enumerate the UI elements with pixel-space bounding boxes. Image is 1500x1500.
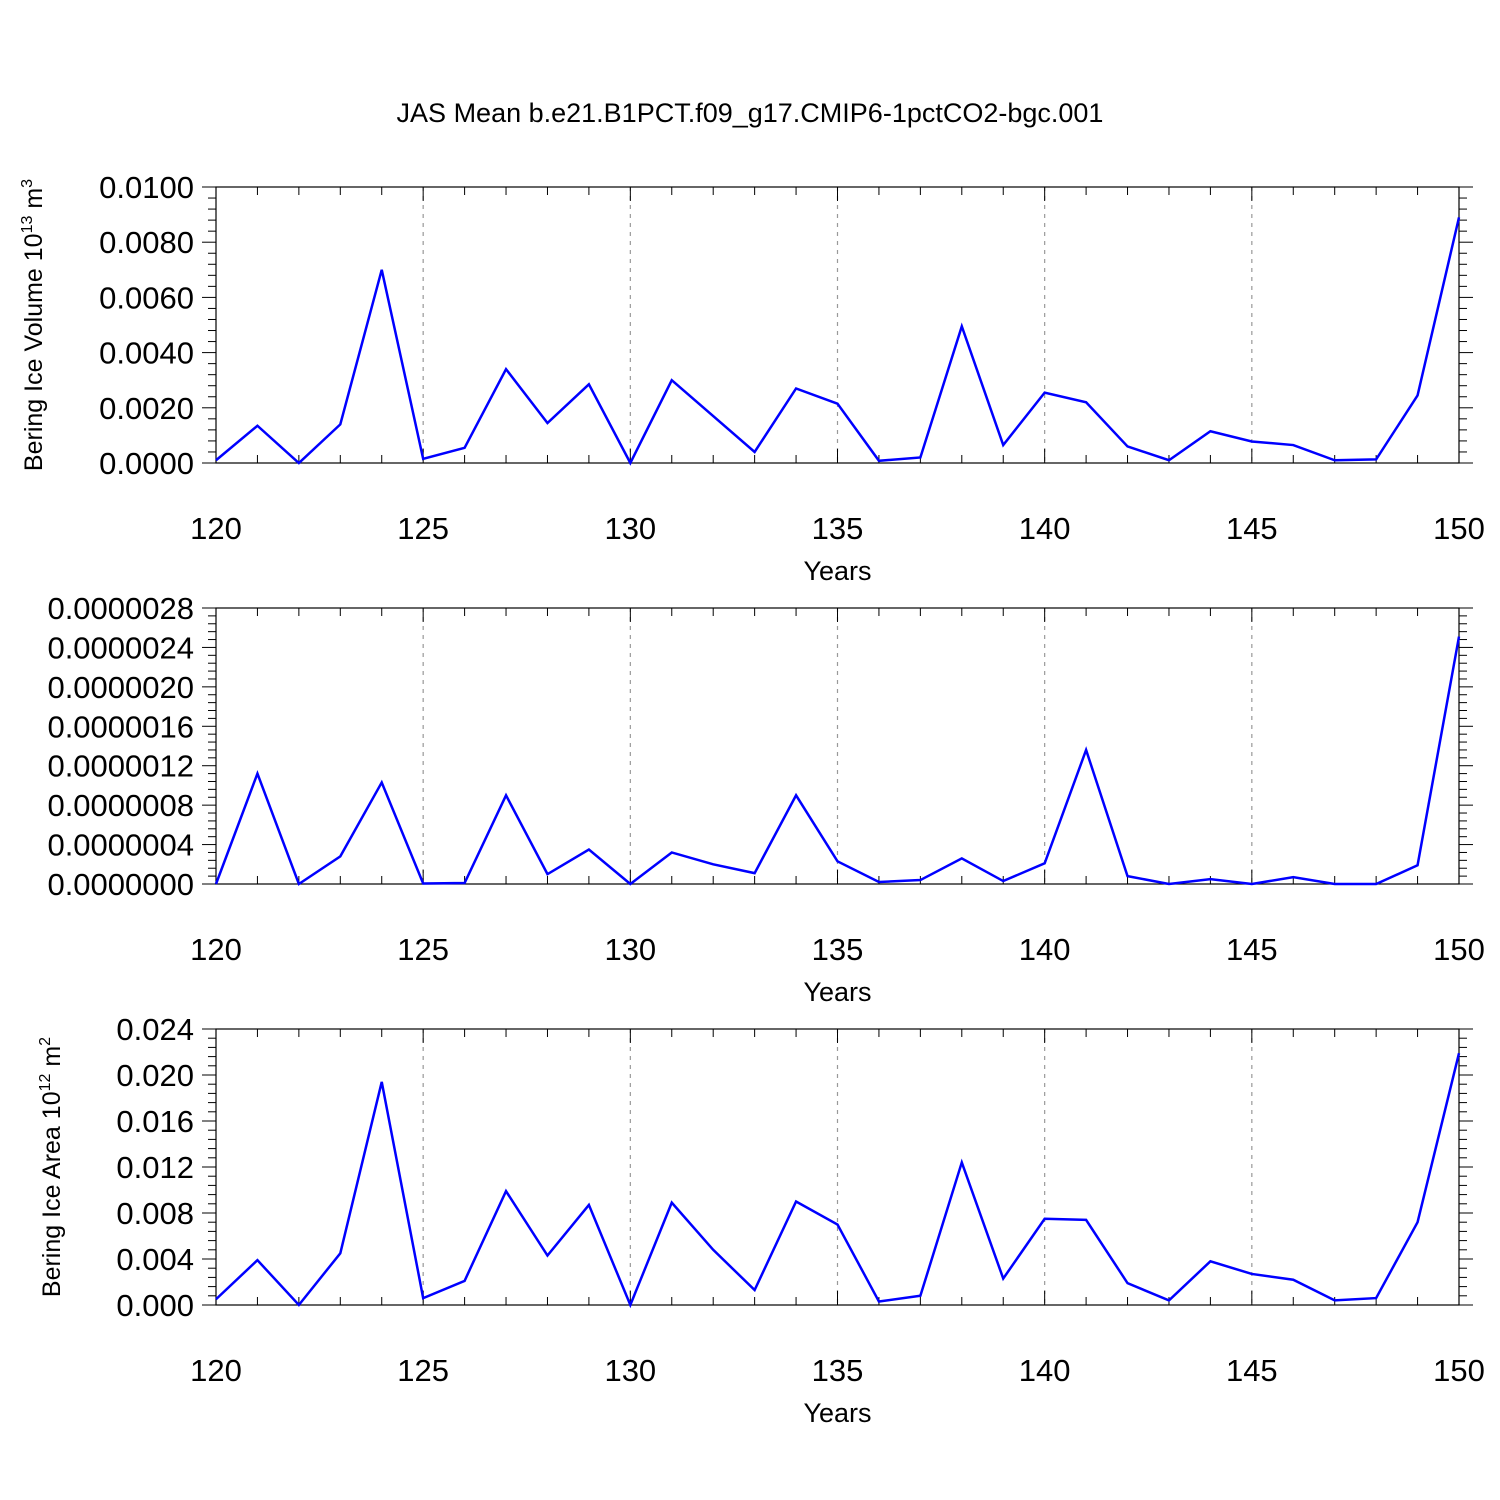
chart-panel-3: 0.000 0.004 0.008 0.012 0.016 0.020 0.024 120 12… <box>37 1012 1485 1428</box>
x-tick-label: 145 <box>1226 511 1278 546</box>
y-tick-label: 0.0000008 <box>47 788 194 823</box>
y-tick-label: 0.016 <box>116 1104 194 1139</box>
x-tick-label: 145 <box>1226 1353 1278 1388</box>
x-tick-label: 150 <box>1433 1353 1485 1388</box>
x-tick-label: 130 <box>604 511 656 546</box>
y-tick-label: 0.0020 <box>99 391 194 426</box>
y-tick-label: 0.0080 <box>99 225 194 260</box>
y-tick-label: 0.008 <box>116 1196 194 1231</box>
x-tick-label: 150 <box>1433 932 1485 967</box>
x-tick-label: 140 <box>1019 511 1071 546</box>
y-tick-label: 0.0000024 <box>47 630 194 665</box>
x-axis-label: Years <box>803 556 871 586</box>
series-line <box>214 636 1461 886</box>
series-line <box>215 217 1461 466</box>
plot-frame <box>215 607 1460 885</box>
y-tick-label: 0.0040 <box>99 336 194 371</box>
chart-panel-1: 0.0000 0.0020 0.0040 0.0060 0.0080 0.0100 120 1… <box>19 170 1485 586</box>
x-tick-label: 120 <box>190 932 242 967</box>
plot-frame <box>215 1028 1460 1306</box>
x-axis-label: Years <box>803 1398 871 1428</box>
chart-panel-2: 0.0000000 0.0000004 0.0000008 0.0000012 0.00… <box>47 591 1484 1007</box>
y-tick-label: 0.024 <box>116 1012 194 1047</box>
y-tick-label: 0.0000 <box>99 446 194 481</box>
y-tick-label: 0.0000012 <box>47 749 194 784</box>
series-line <box>215 1052 1461 1309</box>
x-tick-label: 135 <box>812 511 864 546</box>
y-tick-label: 0.0000004 <box>47 828 194 863</box>
x-tick-label: 130 <box>604 932 656 967</box>
y-tick-label: 0.000 <box>116 1288 194 1323</box>
y-tick-label: 0.012 <box>116 1150 194 1185</box>
y-tick-label: 0.020 <box>116 1058 194 1093</box>
x-tick-label: 140 <box>1019 1353 1071 1388</box>
y-tick-label: 0.0000028 <box>47 591 194 626</box>
x-tick-label: 120 <box>190 1353 242 1388</box>
x-tick-label: 140 <box>1019 932 1071 967</box>
x-tick-label: 125 <box>397 511 449 546</box>
y-tick-label: 0.0000016 <box>47 709 194 744</box>
x-tick-label: 150 <box>1433 511 1485 546</box>
y-tick-label: 0.0000020 <box>47 670 194 705</box>
chart-title: JAS Mean b.e21.B1PCT.f09_g17.CMIP6-1pctC… <box>397 98 1104 128</box>
x-tick-label: 120 <box>190 511 242 546</box>
y-axis-label: Bering Ice Area 1012 m2 <box>37 1037 66 1297</box>
y-axis-label: Bering Ice Volume 1013 m3 <box>19 179 48 471</box>
x-tick-label: 145 <box>1226 932 1278 967</box>
y-tick-label: 0.0000000 <box>47 867 194 902</box>
plot-frame <box>215 186 1460 464</box>
x-tick-label: 125 <box>397 932 449 967</box>
y-tick-label: 0.0100 <box>99 170 194 205</box>
x-tick-label: 135 <box>812 932 864 967</box>
x-tick-label: 125 <box>397 1353 449 1388</box>
x-tick-label: 130 <box>604 1353 656 1388</box>
y-tick-label: 0.0060 <box>99 280 194 315</box>
y-tick-label: 0.004 <box>116 1242 194 1277</box>
x-tick-label: 135 <box>812 1353 864 1388</box>
x-axis-label: Years <box>803 977 871 1007</box>
